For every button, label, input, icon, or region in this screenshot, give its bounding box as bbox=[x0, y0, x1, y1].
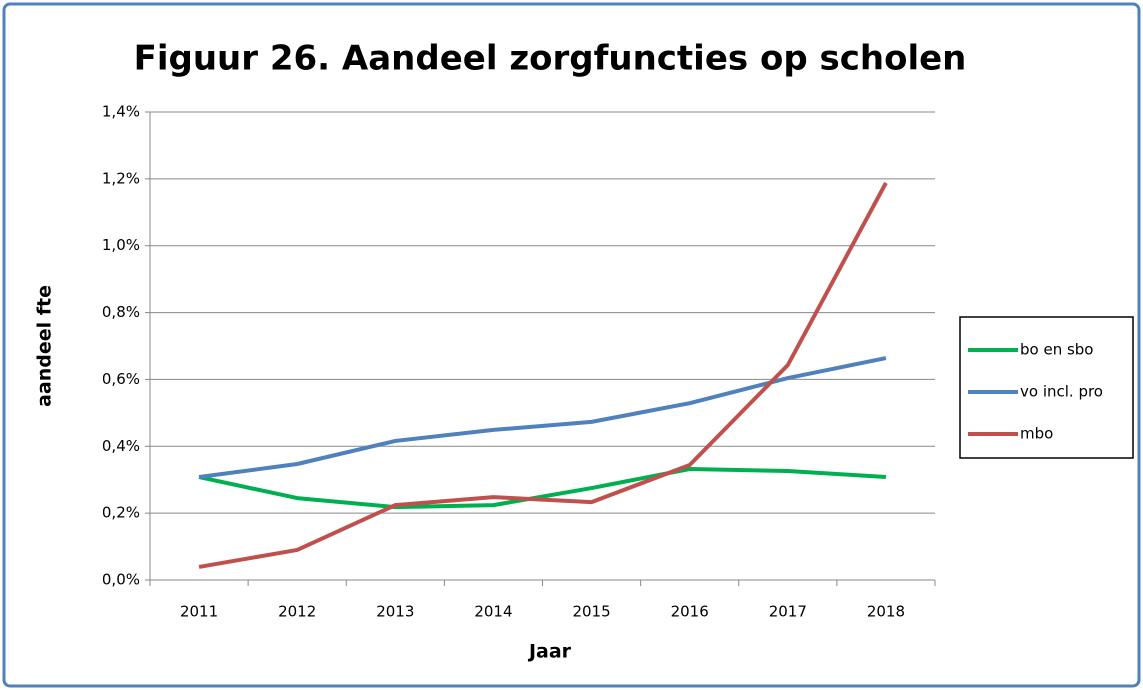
x-tick-label: 2011 bbox=[180, 603, 218, 621]
y-tick-label: 0,2% bbox=[102, 504, 140, 522]
y-tick-label: 0,8% bbox=[102, 303, 140, 321]
legend-label: bo en sbo bbox=[1020, 341, 1093, 359]
x-tick-label: 2016 bbox=[671, 603, 709, 621]
series-line bbox=[198, 467, 887, 510]
y-tick-label: 0,4% bbox=[102, 437, 140, 455]
x-tick-label: 2012 bbox=[278, 603, 316, 621]
x-tick-label: 2017 bbox=[769, 603, 807, 621]
x-tick-label: 2018 bbox=[867, 603, 905, 621]
x-tick-label: 2013 bbox=[376, 603, 414, 621]
x-axis-label: Jaar bbox=[527, 641, 572, 663]
x-tick-label: 2014 bbox=[474, 603, 512, 621]
y-tick-label: 1,0% bbox=[102, 236, 140, 254]
y-tick-label: 1,4% bbox=[102, 103, 140, 121]
y-tick-label: 0,6% bbox=[102, 370, 140, 388]
series-line bbox=[198, 181, 888, 569]
chart-title: Figuur 26. Aandeel zorgfuncties op schol… bbox=[134, 39, 967, 79]
y-axis-label: aandeel fte bbox=[34, 285, 56, 407]
y-tick-label: 0,0% bbox=[102, 571, 140, 589]
legend-label: mbo bbox=[1020, 425, 1053, 443]
y-tick-label: 1,2% bbox=[102, 169, 140, 187]
legend-label: vo incl. pro bbox=[1020, 383, 1103, 401]
x-tick-label: 2015 bbox=[572, 603, 610, 621]
